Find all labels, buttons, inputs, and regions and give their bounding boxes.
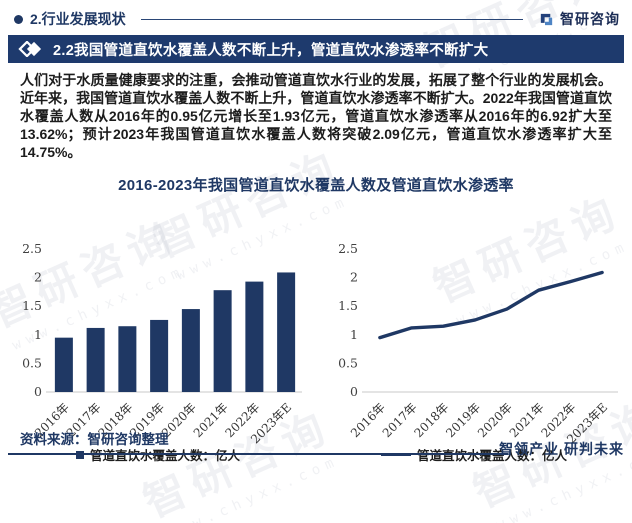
y-tick-label: 0.5 — [22, 355, 42, 370]
footer-slogan: 智领产业 研判未来 — [499, 441, 624, 457]
x-tick-label: 2021年 — [191, 400, 231, 440]
bar-legend-label: 管道直饮水覆盖人数：亿人 — [89, 449, 240, 463]
y-tick-label: 1 — [350, 327, 358, 342]
bar-2017年 — [86, 327, 105, 392]
bar-2021年 — [213, 290, 232, 392]
x-tick-label: 2017年 — [380, 400, 420, 440]
charts-row: 0 0.5 1 1.5 2 2.5 2016年 2017年 2018年 2019年 2020年 202… — [0, 199, 632, 449]
line-chart-svg: 0 0.5 1 1.5 2 2.5 2016年2017年2018年2019年2020年202… — [338, 241, 618, 446]
bar-2018年 — [118, 326, 137, 392]
body-paragraph: 人们对于水质量健康要求的注重，会推动管道直饮水行业的发展，拓展了整个行业的发展机… — [20, 72, 612, 160]
section-banner: 2.2我国管道直饮水覆盖人数不断上升，管道直饮水渗透率不断扩大 — [8, 35, 624, 63]
y-tick-label: 2.5 — [22, 241, 42, 256]
x-tick-label: 2020年 — [475, 400, 515, 440]
figure-title: 2016-2023年我国管道直饮水覆盖人数及管道直饮水渗透率 — [118, 177, 514, 194]
line-chart: 0 0.5 1 1.5 2 2.5 2016年 2017年 2018年 2019年 2020年 202… — [322, 199, 626, 449]
y-tick-label: 1 — [34, 327, 42, 342]
bar-2022年 — [245, 281, 264, 392]
trend-line — [378, 270, 604, 340]
y-tick-label: 0 — [34, 384, 42, 399]
y-tick-label: 0.5 — [338, 355, 358, 370]
brand-name: 智研咨询 — [560, 11, 620, 27]
brand-logo-icon — [540, 13, 553, 25]
legends-row: 管道直饮水覆盖人数：亿人 管道直饮水覆盖人数：亿人 — [0, 445, 632, 464]
y-tick-label: 1.5 — [22, 298, 42, 313]
banner-diamond-icon — [18, 41, 42, 57]
bar-2016年 — [54, 337, 73, 392]
page-header: 2.行业发展现状 智研咨询 — [0, 0, 632, 29]
line-legend-label: 管道直饮水覆盖人数：亿人 — [416, 449, 567, 463]
bar-chart-svg: 00.511.522.52016年2017年2018年2019年2020年202… — [22, 241, 302, 446]
x-tick-label: 2019年 — [443, 400, 483, 440]
banner-title: 2.2我国管道直饮水覆盖人数不断上升，管道直饮水渗透率不断扩大 — [53, 42, 489, 59]
bar-2020年 — [181, 309, 200, 392]
source-note: 资料来源：智研咨询整理 — [20, 432, 169, 447]
bar-2023年E — [277, 272, 296, 392]
y-tick-label: 2 — [34, 270, 42, 285]
header-divider — [140, 18, 523, 20]
section-title: 2.行业发展现状 — [30, 11, 126, 27]
x-tick-label: 2018年 — [412, 400, 452, 440]
bullet-circle-icon — [14, 14, 23, 24]
y-tick-label: 2.5 — [338, 241, 358, 256]
bar-chart: 0 0.5 1 1.5 2 2.5 2016年 2017年 2018年 2019年 2020年 202… — [6, 199, 310, 449]
y-tick-label: 2 — [350, 270, 358, 285]
x-tick-label: 2021年 — [507, 400, 547, 440]
y-tick-label: 1.5 — [338, 298, 358, 313]
bar-2019年 — [150, 319, 169, 392]
y-tick-label: 0 — [350, 384, 358, 399]
x-tick-label: 2016年 — [348, 400, 388, 440]
footer-divider — [8, 453, 508, 455]
brand-logo: 智研咨询 — [538, 9, 620, 29]
